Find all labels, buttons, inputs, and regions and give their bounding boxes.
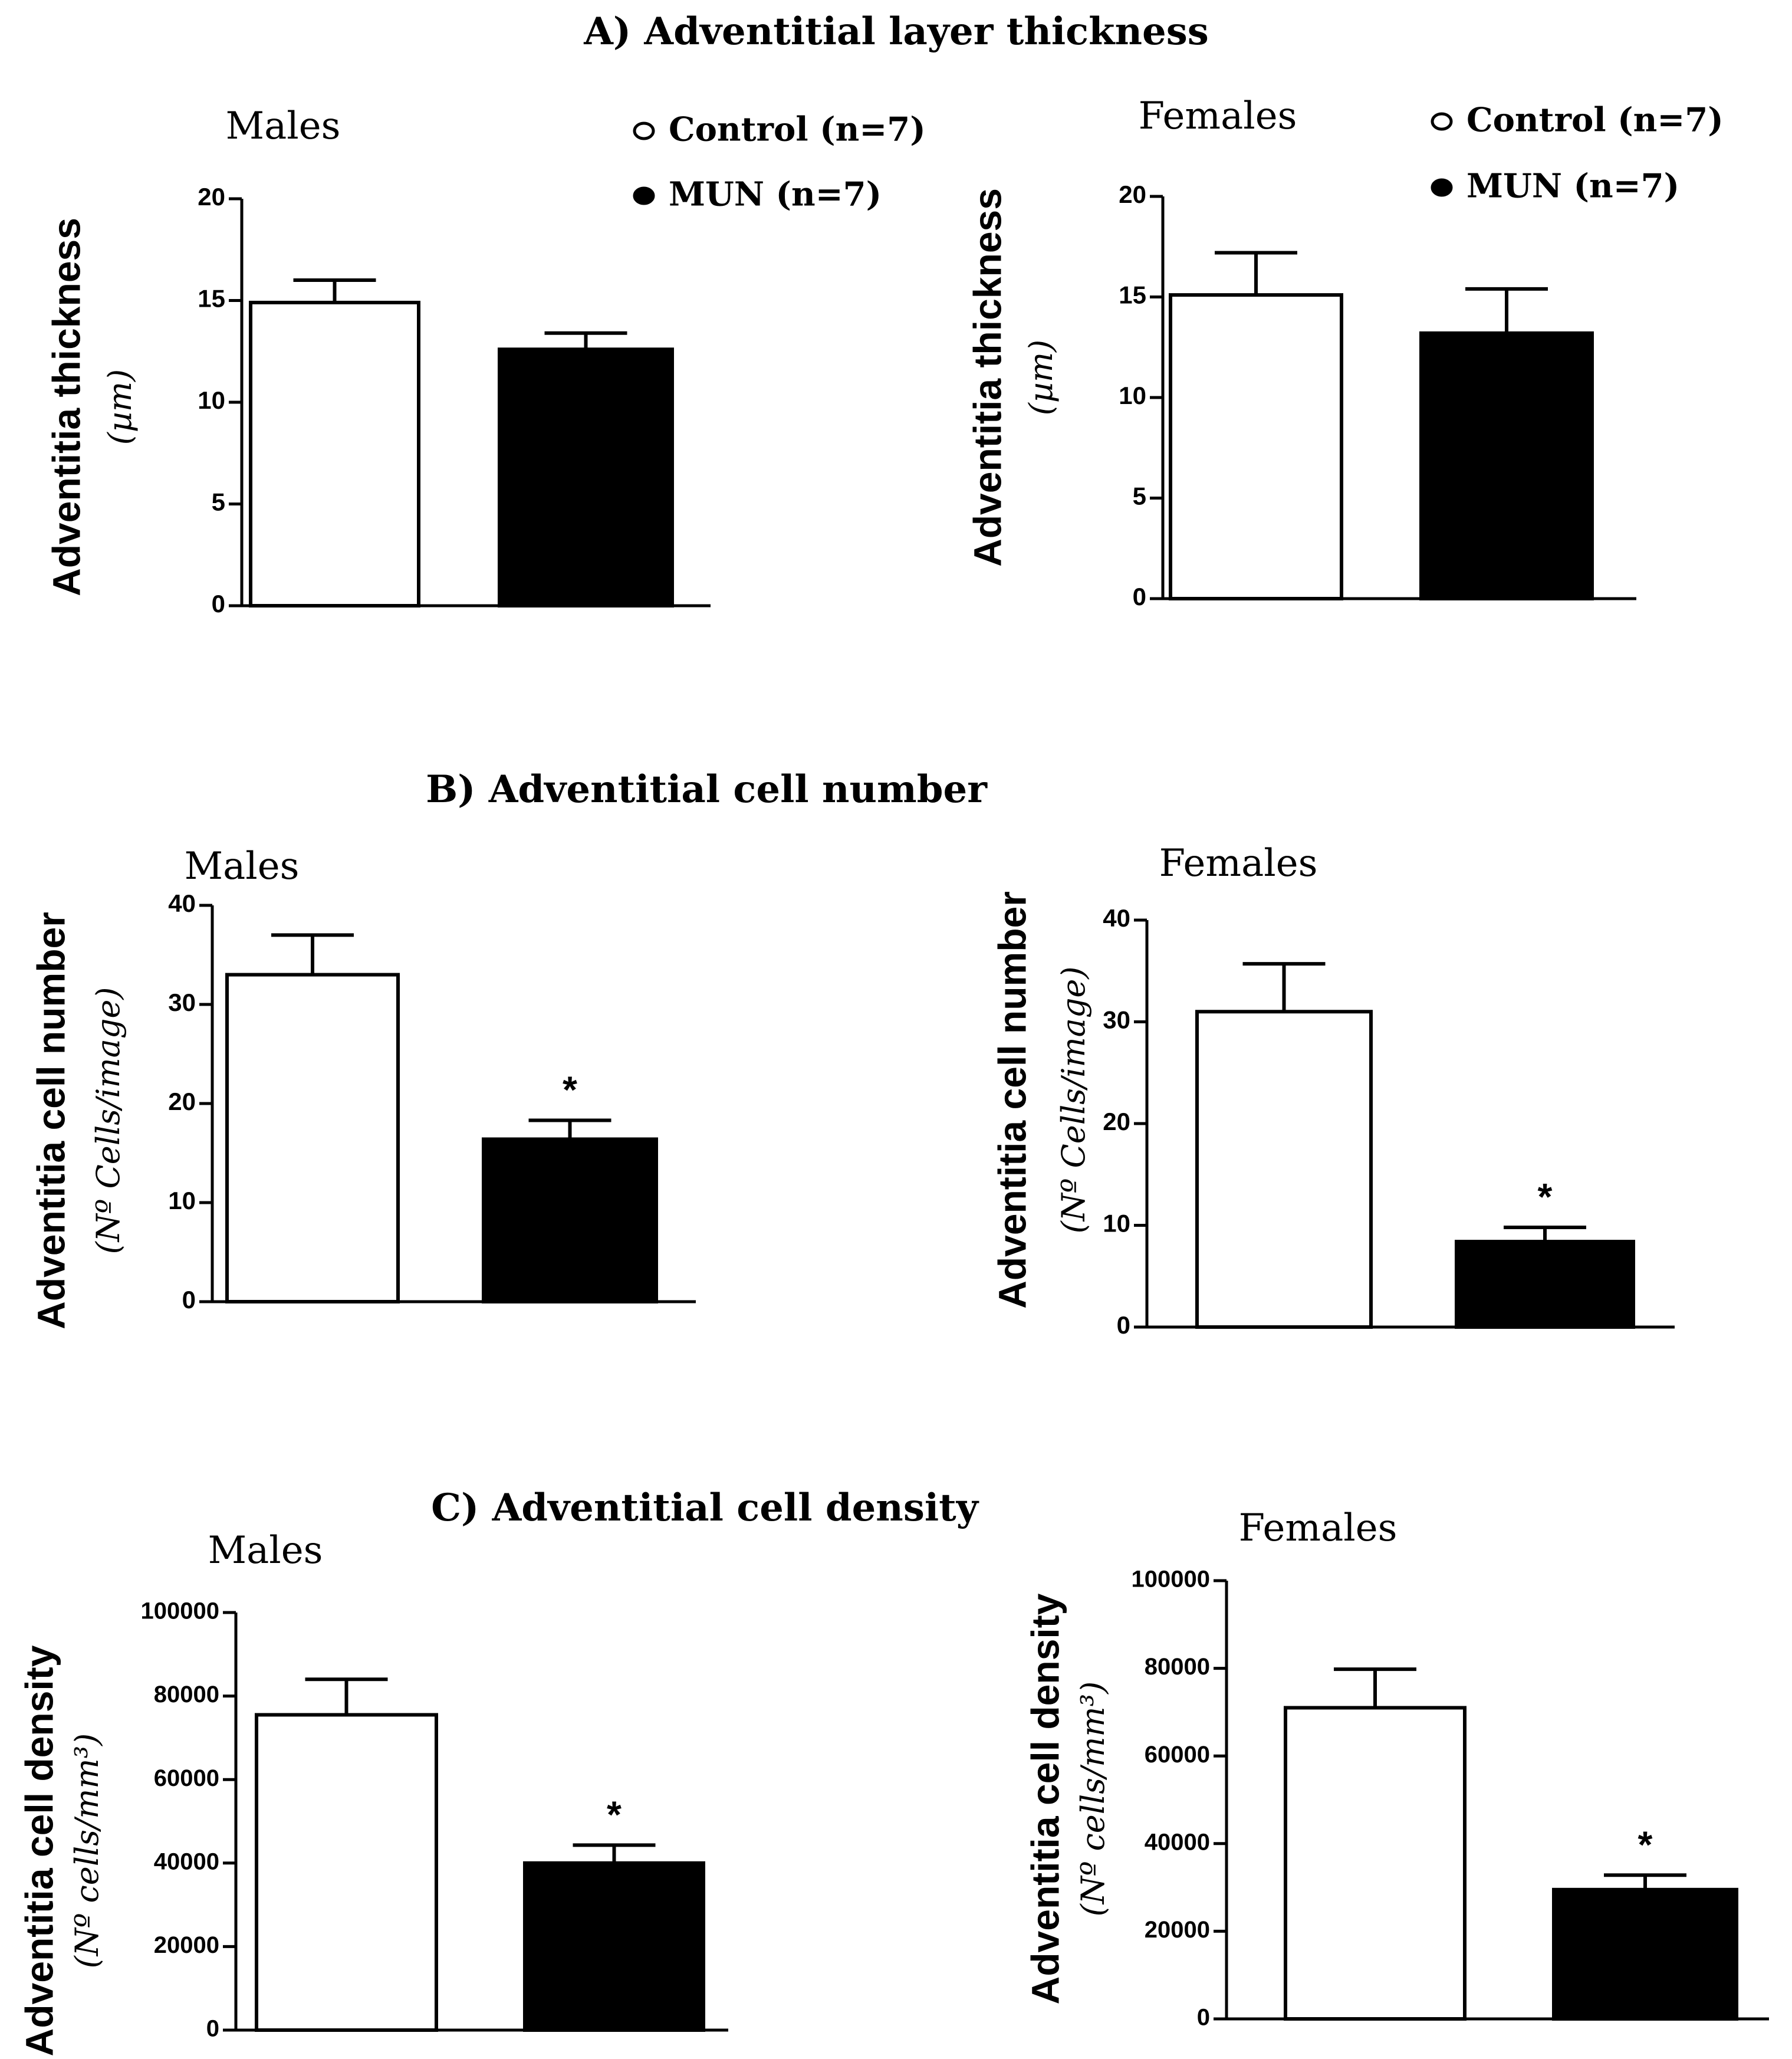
- panel-title: Males: [208, 1529, 323, 1572]
- y-tick-label: 0: [182, 1286, 196, 1313]
- y-tick-label: 15: [1119, 281, 1146, 309]
- panel-title: Females: [1159, 842, 1318, 885]
- y-tick-label: 60000: [154, 1765, 219, 1791]
- legend-label-control: Control (n=7): [1467, 101, 1724, 140]
- chart-panel-3: B) Adventitial cell number Males Adventiti…: [29, 767, 988, 1329]
- legend: Control (n=7) MUN (n=7): [633, 110, 926, 214]
- y-tick-label: 0: [206, 2016, 219, 2042]
- chart-panel-2: Females Adventitia thickness (µm) 0 5 10 15 20 C…: [965, 94, 1723, 610]
- y-axis-unit: (µm): [1022, 340, 1060, 415]
- significance-marker: *: [1638, 1823, 1653, 1866]
- significance-marker: *: [563, 1069, 577, 1111]
- y-tick-label: 20: [168, 1088, 196, 1115]
- panel-title: Males: [226, 104, 341, 148]
- bar-mun: [1552, 1887, 1738, 2021]
- bar-control: [249, 300, 420, 607]
- y-tick-label: 60000: [1145, 1742, 1210, 1768]
- bar-mun: [523, 1861, 705, 2032]
- chart-panel-6: Females Adventitia cell density (Nº cells/…: [1023, 1506, 1769, 2031]
- y-tick-label: 100000: [1132, 1567, 1210, 1592]
- y-axis-label: Adventitia cell density: [1023, 1593, 1067, 2004]
- significance-marker: *: [1538, 1175, 1553, 1218]
- legend-label-mun: MUN (n=7): [1467, 167, 1679, 206]
- y-tick-label: 100000: [141, 1598, 219, 1624]
- panel-title: Males: [185, 845, 300, 888]
- bar-control: [1284, 1706, 1467, 2021]
- bar-control: [1195, 1010, 1373, 1329]
- y-axis-unit: (Nº cells/mm³): [1074, 1682, 1112, 1917]
- panel-title: Females: [1139, 94, 1297, 138]
- bar-mun: [1455, 1240, 1635, 1329]
- bar-control: [1169, 293, 1343, 600]
- y-axis-unit: (Nº Cells/image): [1055, 967, 1092, 1234]
- y-tick-label: 10: [198, 386, 225, 414]
- y-axis-unit: (µm): [101, 369, 139, 445]
- y-tick-label: 10: [1119, 382, 1146, 409]
- y-axis-label: Adventitia cell density: [17, 1645, 61, 2056]
- y-tick-label: 80000: [154, 1682, 219, 1707]
- legend-marker-control: [633, 121, 655, 140]
- y-axis-unit: (Nº Cells/image): [90, 987, 127, 1255]
- y-axis-unit: (Nº cells/mm³): [68, 1733, 106, 1969]
- chart-panel-4: Females Adventitia cell number (Nº Cells/i…: [990, 842, 1675, 1339]
- y-tick-label: 30: [1103, 1006, 1130, 1034]
- y-tick-label: 40: [1103, 904, 1130, 932]
- legend: Control (n=7) MUN (n=7): [1431, 101, 1724, 206]
- y-tick-label: 80000: [1145, 1654, 1210, 1680]
- y-tick-label: 20: [198, 183, 225, 211]
- bar-mun: [1419, 331, 1594, 600]
- chart-panel-5: C) Adventitial cell density Males Adventit…: [17, 1486, 979, 2056]
- y-tick-label: 15: [198, 285, 225, 313]
- y-tick-label: 10: [1103, 1210, 1130, 1237]
- y-tick-label: 40: [168, 889, 196, 917]
- section-title: C) Adventitial cell density: [431, 1486, 979, 1530]
- y-tick-label: 20000: [1145, 1917, 1210, 1943]
- y-tick-label: 5: [1133, 482, 1146, 510]
- section-title: A) Adventitial layer thickness: [583, 9, 1209, 54]
- y-tick-label: 0: [1117, 1311, 1130, 1339]
- section-title: B) Adventitial cell number: [426, 767, 988, 812]
- y-axis-label: Adventitia thickness: [965, 188, 1009, 567]
- y-tick-label: 0: [212, 590, 225, 618]
- chart-panel-1: A) Adventitial layer thickness Males Adven…: [44, 9, 1208, 618]
- y-tick-label: 40000: [1145, 1829, 1210, 1855]
- y-axis-label: Adventitia cell number: [29, 912, 73, 1329]
- panel-title: Females: [1239, 1506, 1398, 1550]
- y-tick-label: 0: [1197, 2005, 1210, 2031]
- y-tick-label: 40000: [154, 1848, 219, 1874]
- legend-marker-mun: [633, 186, 655, 205]
- y-tick-label: 20000: [154, 1932, 219, 1958]
- y-tick-label: 0: [1133, 583, 1146, 610]
- y-tick-label: 5: [212, 488, 225, 516]
- legend-marker-control: [1431, 112, 1453, 131]
- significance-marker: *: [607, 1793, 622, 1835]
- y-tick-label: 30: [168, 989, 196, 1016]
- y-axis-label: Adventitia thickness: [44, 218, 88, 596]
- y-tick-label: 20: [1103, 1108, 1130, 1135]
- legend-label-control: Control (n=7): [669, 110, 926, 149]
- y-axis-label: Adventitia cell number: [990, 891, 1034, 1309]
- legend-marker-mun: [1431, 178, 1453, 197]
- y-tick-label: 20: [1119, 180, 1146, 208]
- bar-mun: [482, 1137, 658, 1303]
- bar-mun: [498, 347, 674, 607]
- bar-control: [255, 1713, 438, 2032]
- bar-control: [225, 973, 400, 1303]
- y-tick-label: 10: [168, 1187, 196, 1214]
- legend-label-mun: MUN (n=7): [669, 175, 882, 214]
